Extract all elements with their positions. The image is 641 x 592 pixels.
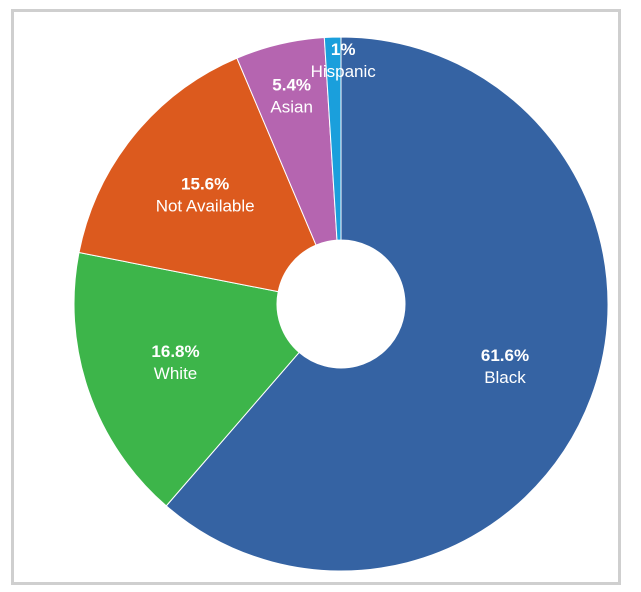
- slice-black: [165, 36, 609, 572]
- slice-value-hispanic: 1%: [331, 40, 356, 59]
- slice-white: [73, 251, 300, 507]
- slice-name-white: White: [154, 364, 197, 383]
- slice-value-asian: 5.4%: [272, 76, 311, 95]
- slice-label-white: 16.8% White: [151, 342, 199, 383]
- slice-label-asian: 5.4% Asian: [270, 76, 313, 117]
- slice-label-hispanic: 1% Hispanic: [311, 40, 377, 81]
- slice-name-hispanic: Hispanic: [311, 62, 377, 81]
- slice-hispanic: [323, 36, 342, 241]
- slice-label-not-available: 15.6% Not Available: [156, 175, 255, 216]
- slice-value-black: 61.6%: [481, 346, 529, 365]
- slice-value-not-available: 15.6%: [181, 175, 229, 194]
- slice-name-asian: Asian: [270, 98, 313, 117]
- donut-chart: 61.6% Black 16.8% White 15.6% Not Available 5.…: [73, 36, 609, 572]
- slice-label-black: 61.6% Black: [481, 346, 529, 387]
- slice-value-white: 16.8%: [151, 342, 199, 361]
- chart-frame: 61.6% Black 16.8% White 15.6% Not Available 5.…: [11, 9, 621, 585]
- slice-name-black: Black: [484, 368, 526, 387]
- slice-not-available: [78, 57, 317, 293]
- slice-name-not-available: Not Available: [156, 197, 255, 216]
